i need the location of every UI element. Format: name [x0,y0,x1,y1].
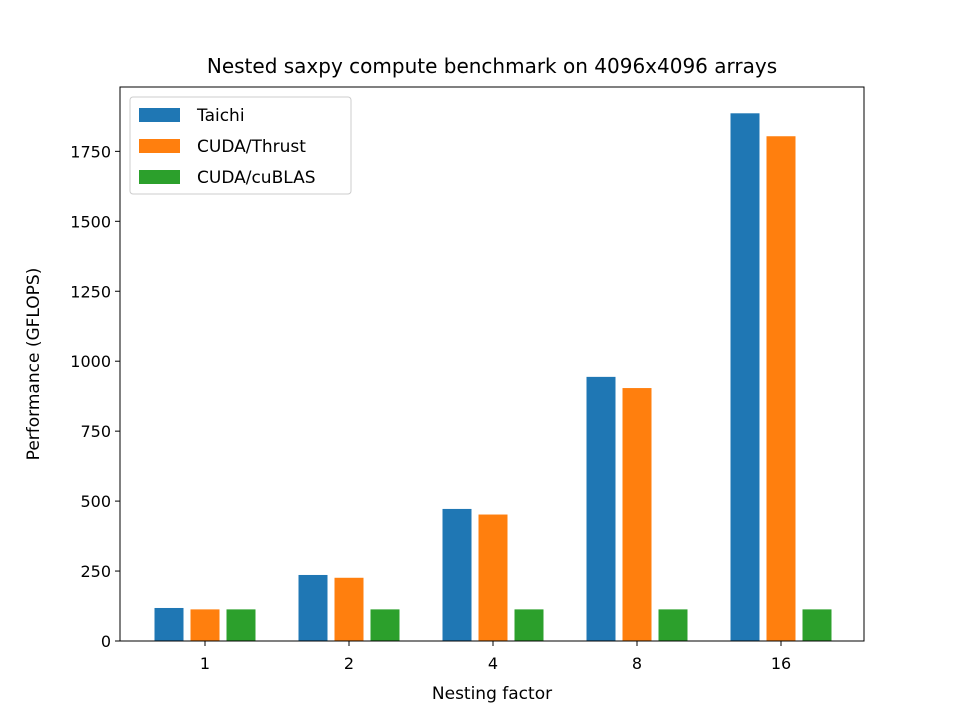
legend-label-taichi: Taichi [196,106,245,126]
legend-label-cuda-cublas: CUDA/cuBLAS [197,168,316,188]
x-tick-label: 16 [771,654,791,673]
bar-cuda-cublas-1 [226,609,256,641]
y-tick-label: 1000 [70,352,111,371]
y-tick-label: 0 [101,632,111,651]
x-tick-label: 4 [488,654,498,673]
bar-taichi-4 [442,508,472,641]
bar-cuda-cublas-4 [514,609,544,641]
bar-cuda-thrust-8 [622,388,652,641]
bars-group [154,113,832,642]
y-tick-label: 1250 [70,282,111,301]
legend: Taichi CUDA/Thrust CUDA/cuBLAS [129,96,352,195]
bar-cuda-thrust-4 [478,514,508,641]
legend-swatch-cuda-thrust [139,139,180,153]
bar-cuda-thrust-2 [334,577,364,641]
y-axis: 0 250 500 750 1000 1250 1500 1750 [70,142,120,651]
legend-swatch-cuda-cublas [139,170,180,184]
y-tick-label: 1500 [70,212,111,231]
bar-cuda-thrust-16 [766,136,796,642]
bar-cuda-cublas-2 [370,609,400,641]
x-axis-label: Nesting factor [432,684,552,704]
x-axis: 1 2 4 8 16 [200,641,791,673]
legend-box [129,96,352,195]
y-tick-label: 500 [80,492,111,511]
bar-taichi-1 [154,607,184,641]
x-tick-label: 8 [632,654,642,673]
y-tick-label: 1750 [70,142,111,161]
plot-frame [119,86,865,642]
chart-title: Nested saxpy compute benchmark on 4096x4… [207,54,777,78]
x-tick-label: 2 [344,654,354,673]
bar-taichi-2 [298,574,328,641]
legend-label-cuda-thrust: CUDA/Thrust [197,137,306,157]
bar-cuda-thrust-1 [190,609,220,641]
y-axis-label: Performance (GFLOPS) [24,268,44,461]
x-tick-label: 1 [200,654,210,673]
y-tick-label: 250 [80,562,111,581]
y-tick-label: 750 [80,422,111,441]
legend-swatch-taichi [139,108,180,122]
bar-taichi-16 [730,113,760,642]
bar-cuda-cublas-8 [658,609,688,641]
bar-taichi-8 [586,376,616,641]
bar-cuda-cublas-16 [802,609,832,641]
